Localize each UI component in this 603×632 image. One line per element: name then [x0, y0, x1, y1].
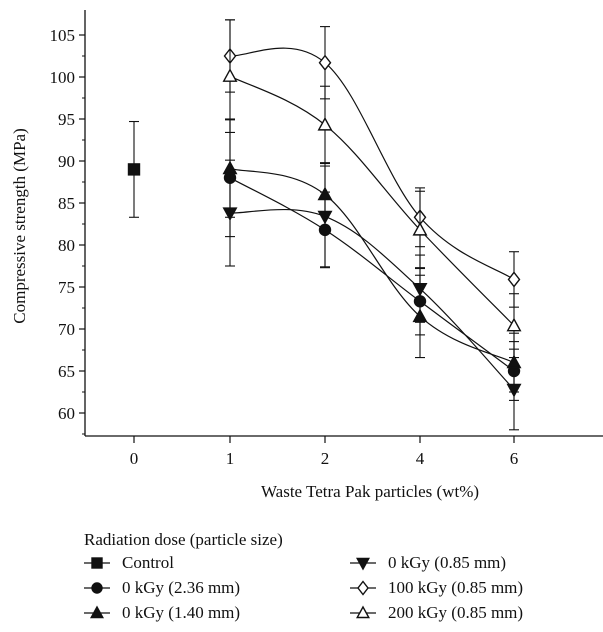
- y-tick-label: 70: [58, 320, 75, 339]
- data-point: [412, 221, 428, 236]
- data-point: [317, 186, 333, 201]
- legend: Radiation dose (particle size) Control 0 …: [84, 530, 523, 622]
- x-tick-label: 4: [416, 449, 425, 468]
- series-0-kgy-1-40-mm: [222, 119, 522, 393]
- axes: 60 65 70 75 80 85 90 95 100 105 0 1 2 4 6: [50, 10, 603, 468]
- legend-entry: 0 kGy (2.36 mm): [84, 578, 240, 597]
- legend-label: 0 kGy (0.85 mm): [388, 553, 506, 572]
- y-tick-label: 100: [50, 68, 76, 87]
- series-line: [229, 177, 515, 372]
- legend-marker: [356, 605, 370, 619]
- data-point: [222, 160, 238, 175]
- series-control: [127, 120, 141, 218]
- legend-marker: [357, 580, 369, 596]
- x-axis-label: Waste Tetra Pak particles (wt%): [261, 482, 479, 501]
- legend-entry: 0 kGy (1.40 mm): [84, 603, 240, 622]
- y-tick-label: 85: [58, 194, 75, 213]
- legend-marker: [91, 582, 103, 594]
- legend-entry: 100 kGy (0.85 mm): [350, 578, 523, 597]
- data-point: [412, 308, 428, 323]
- legend-marker: [91, 557, 103, 569]
- legend-label: 200 kGy (0.85 mm): [388, 603, 523, 622]
- legend-entry: 200 kGy (0.85 mm): [350, 603, 523, 622]
- y-tick-label: 65: [58, 362, 75, 381]
- data-point: [506, 317, 522, 332]
- legend-entry: Control: [84, 553, 174, 572]
- y-tick-label: 60: [58, 404, 75, 423]
- x-tick-label: 1: [226, 449, 235, 468]
- legend-label: 0 kGy (2.36 mm): [122, 578, 240, 597]
- legend-entry: 0 kGy (0.85 mm): [350, 553, 506, 572]
- x-tick-label: 6: [510, 449, 519, 468]
- data-point: [222, 68, 238, 82]
- y-tick-label: 80: [58, 236, 75, 255]
- legend-marker: [90, 605, 104, 619]
- legend-label: 100 kGy (0.85 mm): [388, 578, 523, 597]
- x-tick-label: 2: [321, 449, 330, 468]
- x-tick-label: 0: [130, 449, 139, 468]
- data-point: [317, 116, 333, 131]
- data-point: [127, 163, 141, 176]
- data-point: [506, 354, 522, 369]
- plot-area: [127, 19, 522, 431]
- data-point: [318, 54, 332, 71]
- series-0-kgy-0-85-mm: [222, 159, 522, 431]
- data-point: [507, 271, 521, 288]
- legend-marker: [356, 557, 370, 571]
- legend-label: 0 kGy (1.40 mm): [122, 603, 240, 622]
- series-line: [229, 47, 515, 280]
- series-line: [229, 75, 515, 327]
- series-line: [229, 167, 515, 364]
- y-tick-label: 105: [50, 26, 76, 45]
- y-tick-label: 75: [58, 278, 75, 297]
- y-tick-label: 95: [58, 110, 75, 129]
- legend-label: Control: [122, 553, 174, 572]
- series-line: [229, 208, 515, 390]
- legend-title: Radiation dose (particle size): [84, 530, 283, 549]
- y-axis-label: Compressive strength (MPa): [10, 128, 29, 323]
- y-tick-label: 90: [58, 152, 75, 171]
- series-200-kgy-0-85-mm: [222, 19, 522, 359]
